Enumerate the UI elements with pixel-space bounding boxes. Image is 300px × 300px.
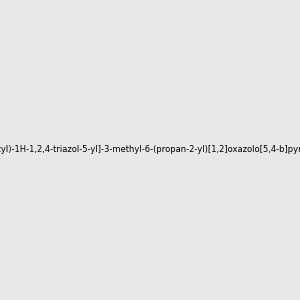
Text: N-[3-(4-methoxybenzyl)-1H-1,2,4-triazol-5-yl]-3-methyl-6-(propan-2-yl)[1,2]oxazo: N-[3-(4-methoxybenzyl)-1H-1,2,4-triazol-… <box>0 146 300 154</box>
